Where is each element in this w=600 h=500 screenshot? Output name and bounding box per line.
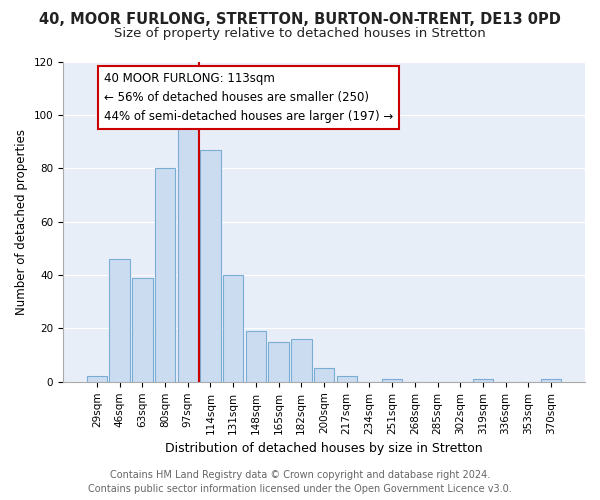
- Bar: [382, 379, 403, 382]
- X-axis label: Distribution of detached houses by size in Stretton: Distribution of detached houses by size …: [165, 442, 483, 455]
- Bar: [541, 379, 561, 382]
- Bar: [245, 331, 266, 382]
- Bar: [200, 150, 221, 382]
- Bar: [132, 278, 152, 382]
- Bar: [473, 379, 493, 382]
- Text: 40 MOOR FURLONG: 113sqm
← 56% of detached houses are smaller (250)
44% of semi-d: 40 MOOR FURLONG: 113sqm ← 56% of detache…: [104, 72, 393, 123]
- Bar: [223, 275, 244, 382]
- Bar: [337, 376, 357, 382]
- Text: 40, MOOR FURLONG, STRETTON, BURTON-ON-TRENT, DE13 0PD: 40, MOOR FURLONG, STRETTON, BURTON-ON-TR…: [39, 12, 561, 28]
- Bar: [314, 368, 334, 382]
- Bar: [109, 259, 130, 382]
- Y-axis label: Number of detached properties: Number of detached properties: [15, 128, 28, 314]
- Text: Size of property relative to detached houses in Stretton: Size of property relative to detached ho…: [114, 28, 486, 40]
- Bar: [87, 376, 107, 382]
- Bar: [178, 115, 198, 382]
- Text: Contains HM Land Registry data © Crown copyright and database right 2024.
Contai: Contains HM Land Registry data © Crown c…: [88, 470, 512, 494]
- Bar: [268, 342, 289, 382]
- Bar: [291, 339, 311, 382]
- Bar: [155, 168, 175, 382]
